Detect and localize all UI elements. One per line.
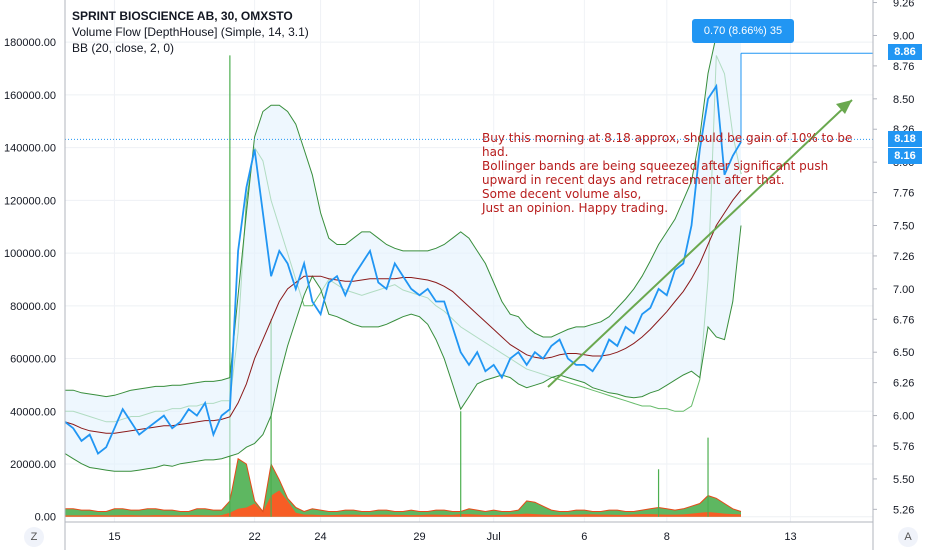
chart-legend: SPRINT BIOSCIENCE AB, 30, OMXSTO Volume … xyxy=(72,8,309,56)
right-tick-label: 7.26 xyxy=(893,251,914,263)
right-tick-label: 6.50 xyxy=(893,347,914,359)
x-tick-label: 22 xyxy=(248,531,260,543)
axes: 0.00 20000.00 40000.00 60000.00 80000.00 1000… xyxy=(4,0,914,550)
right-tick-label: 8.76 xyxy=(893,61,914,73)
bb-fill xyxy=(65,22,741,472)
bb-upper xyxy=(65,22,742,398)
left-tick-label: 120000.00 xyxy=(4,195,56,207)
price-tag-high: 8.86 xyxy=(888,44,922,60)
right-tick-label: 9.00 xyxy=(893,30,914,42)
legend-bb: BB (20, close, 2, 0) xyxy=(72,41,175,55)
right-tick-label: 7.50 xyxy=(893,221,914,233)
volume-up-area xyxy=(65,458,741,517)
left-tick-label: 100000.00 xyxy=(4,248,56,260)
measure-badge: 0.70 (8.66%) 35 xyxy=(692,19,794,43)
right-tick-label: 5.26 xyxy=(893,504,914,516)
price-tag-last: 8.16 xyxy=(888,148,922,164)
x-tick-label: 15 xyxy=(108,531,120,543)
x-tick-label: 13 xyxy=(784,531,796,543)
price-line xyxy=(64,83,742,456)
left-tick-label: 80000.00 xyxy=(10,301,56,313)
right-tick-label: 6.26 xyxy=(893,378,914,390)
left-tick-label: 40000.00 xyxy=(10,406,56,418)
x-tick-label: Jul xyxy=(487,531,501,543)
auto-scale-button[interactable]: A xyxy=(898,527,918,547)
legend-title: SPRINT BIOSCIENCE AB, 30, OMXSTO xyxy=(72,9,293,23)
left-tick-label: 20000.00 xyxy=(10,459,56,471)
price-tag-mid: 8.18 xyxy=(888,131,922,147)
right-tick-label: 6.00 xyxy=(893,411,914,423)
trend-arrow-head xyxy=(836,100,852,114)
right-tick-label: 6.76 xyxy=(893,314,914,326)
right-tick-label: 7.00 xyxy=(893,284,914,296)
left-tick-label: 160000.00 xyxy=(4,90,56,102)
annotation-text: Buy this morning at 8.18 approx, should … xyxy=(482,131,853,215)
price-series xyxy=(64,83,742,456)
legend-volume-flow: Volume Flow [DepthHouse] (Simple, 14, 3.… xyxy=(72,25,309,39)
x-tick-label: 8 xyxy=(664,531,670,543)
volume-line xyxy=(65,457,742,513)
zoom-button[interactable]: Z xyxy=(24,527,44,547)
drawings xyxy=(65,52,873,388)
right-tick-label: 5.76 xyxy=(893,441,914,453)
right-tick-label: 5.50 xyxy=(893,474,914,486)
left-tick-label: 140000.00 xyxy=(4,143,56,155)
bb-lower xyxy=(64,225,742,472)
trend-arrow xyxy=(547,99,853,388)
x-tick-label: 6 xyxy=(581,531,587,543)
right-tick-label: 7.76 xyxy=(893,188,914,200)
left-tick-label: 60000.00 xyxy=(10,354,56,366)
right-tick-label: 9.26 xyxy=(893,0,914,10)
left-tick-label: 0.00 xyxy=(35,512,56,524)
left-tick-label: 180000.00 xyxy=(4,37,56,49)
bollinger-bands xyxy=(64,22,742,472)
right-tick-label: 8.50 xyxy=(893,94,914,106)
x-tick-label: 29 xyxy=(413,531,425,543)
x-tick-label: 24 xyxy=(314,531,326,543)
